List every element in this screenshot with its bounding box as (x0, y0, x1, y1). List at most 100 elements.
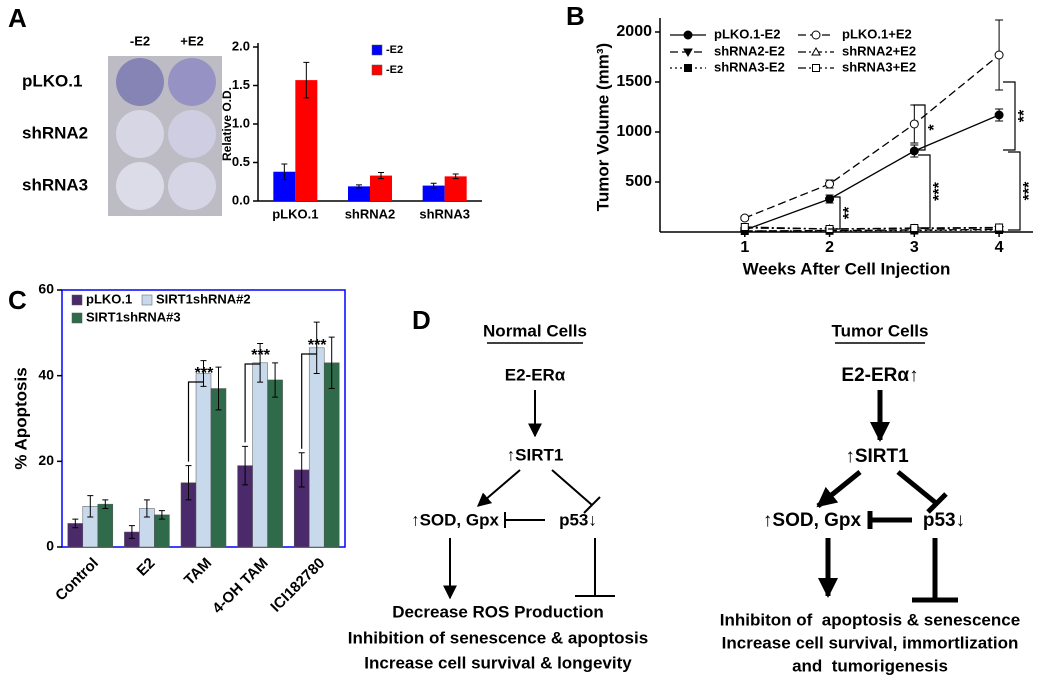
bar (308, 347, 325, 548)
legend-marker (684, 64, 692, 72)
error-bar (303, 61, 310, 99)
series-line (744, 229, 1000, 232)
outcome: and tumorigenesis (792, 656, 948, 675)
significance-label: *** (195, 365, 214, 382)
significance-bracket (1003, 81, 1016, 151)
row-label: shRNA3 (22, 175, 88, 194)
legend-label: SIRT1shRNA#3 (86, 309, 181, 324)
outcome: Inhibition of senescence & apoptosis (348, 628, 648, 647)
bar (348, 186, 370, 201)
legend-swatch (141, 294, 153, 306)
legend-label: pLKO.1-E2 (714, 26, 780, 41)
error-bar (242, 445, 249, 486)
diagram-title: Normal Cells (483, 321, 587, 340)
x-tick-label: TAM (181, 555, 215, 589)
x-tick-label: Control (52, 555, 102, 605)
y-tick-label: 0 (46, 538, 54, 554)
node: E2-ERα↑ (841, 365, 918, 386)
error-bar (215, 366, 222, 411)
error-bar (430, 182, 437, 189)
panel-letter: D (412, 305, 431, 335)
series-line (744, 54, 1000, 219)
error-bar (87, 495, 94, 518)
outcome: Decrease ROS Production (392, 602, 604, 621)
marker (995, 223, 1004, 232)
legend-marker (683, 30, 693, 40)
error-bar (298, 452, 305, 488)
bar (273, 171, 296, 201)
error-bar (185, 465, 192, 501)
x-tick-label: 4-OH TAM (209, 555, 272, 618)
bar (323, 362, 340, 548)
significance-label: ** (1016, 109, 1033, 122)
x-tick-label: pLKO.1 (272, 206, 318, 221)
y-tick-label: 1.5 (232, 77, 250, 92)
error-bar (328, 336, 335, 390)
legend-swatch (71, 294, 83, 306)
y-tick-label: 1500 (616, 73, 652, 90)
row-label: pLKO.1 (22, 71, 82, 90)
diagram (443, 342, 958, 603)
y-tick-label: 0.0 (232, 192, 250, 207)
x-tick-label: shRNA2 (345, 206, 396, 221)
bar (252, 362, 268, 548)
significance-bracket (913, 104, 926, 151)
node: ↑SOD, Gpx (411, 510, 499, 529)
error-bar (158, 510, 165, 520)
legend-marker (811, 46, 821, 56)
error-bar (128, 525, 135, 539)
node: p53↓ (923, 510, 965, 531)
bar (195, 373, 212, 548)
node: p53↓ (559, 510, 597, 529)
y-tick-label: 1.0 (232, 115, 250, 130)
x-tick-label: E2 (134, 555, 159, 580)
marker (909, 146, 919, 156)
legend-label: shRNA3-E2 (714, 59, 785, 74)
bar (422, 185, 445, 201)
error-bar (257, 343, 264, 383)
outcome: Increase cell survival, immortlization (722, 633, 1019, 652)
error-bar (452, 173, 459, 180)
outcome: Increase cell survival & longevity (364, 653, 632, 672)
error-bar (272, 362, 279, 398)
diagram-title: Tumor Cells (832, 321, 929, 340)
legend-label: shRNA2+E2 (842, 43, 916, 58)
marker (909, 119, 919, 129)
plate-photo (108, 56, 222, 216)
x-tick-label: ICI182780 (267, 555, 328, 616)
y-tick-label: 40 (38, 366, 54, 382)
significance-bracket (187, 381, 204, 462)
significance-label: *** (1021, 181, 1038, 200)
legend-label: pLKO.1+E2 (842, 26, 912, 41)
legend-marker (811, 30, 821, 40)
marker (825, 179, 835, 189)
node: ↑SOD, Gpx (763, 510, 862, 531)
error-bar (72, 518, 79, 529)
error-bar (102, 499, 109, 509)
y-tick-label: 60 (38, 281, 54, 297)
marker (740, 223, 749, 231)
legend-label: pLKO.1 (86, 291, 132, 306)
legend-marker (812, 64, 820, 72)
marker (825, 194, 835, 204)
error-bar (378, 172, 384, 180)
legend-label: -E2 (386, 64, 403, 76)
panel-letter: A (8, 3, 27, 33)
marker (994, 110, 1004, 120)
column-label: +E2 (180, 33, 204, 48)
marker (740, 213, 750, 223)
error-bar (356, 184, 362, 189)
x-tick-label: 3 (910, 239, 919, 256)
significance-bracket (828, 196, 841, 230)
y-tick-label: 0.5 (232, 154, 250, 169)
error-bar (281, 163, 288, 180)
node: ↑SIRT1 (845, 446, 909, 467)
legend-marker (683, 48, 693, 58)
bar (370, 175, 392, 201)
y-axis-label: % Apoptosis (11, 367, 30, 469)
error-bar (143, 499, 150, 518)
significance-bracket (244, 363, 261, 443)
marker (910, 224, 919, 232)
x-tick-label: 1 (740, 239, 749, 256)
